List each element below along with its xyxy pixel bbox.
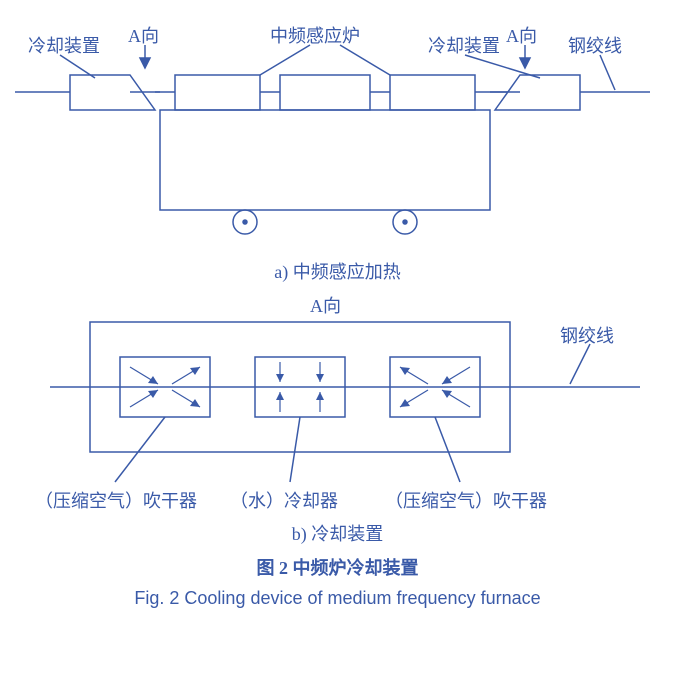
figure-caption-cn: 图 2 中频炉冷却装置 [0, 554, 675, 580]
label-box-left: （压缩空气）吹干器 [35, 487, 197, 513]
caption-a: a) 中频感应加热 [0, 258, 675, 284]
label-box-mid: （水）冷却器 [230, 487, 338, 513]
label-cooling-left: 冷却装置 [28, 32, 100, 58]
label-a-right: A向 [506, 22, 537, 48]
diagram-b: A向 钢绞线 （压缩空气）吹干器 （水）冷却器 （压缩空气）吹干器 [0, 292, 675, 512]
label-strand-a: 钢绞线 [568, 32, 622, 58]
diagram-a: 冷却装置 A向 中频感应炉 A向 冷却装置 钢绞线 [0, 0, 675, 250]
label-a-left: A向 [128, 22, 159, 48]
label-box-right: （压缩空气）吹干器 [385, 487, 547, 513]
label-b-top: A向 [310, 292, 341, 318]
label-strand-b: 钢绞线 [560, 322, 614, 348]
figure-caption-en: Fig. 2 Cooling device of medium frequenc… [0, 588, 675, 609]
label-cooling-right: 冷却装置 [428, 32, 500, 58]
caption-b: b) 冷却装置 [0, 520, 675, 546]
label-furnace: 中频感应炉 [270, 22, 360, 48]
